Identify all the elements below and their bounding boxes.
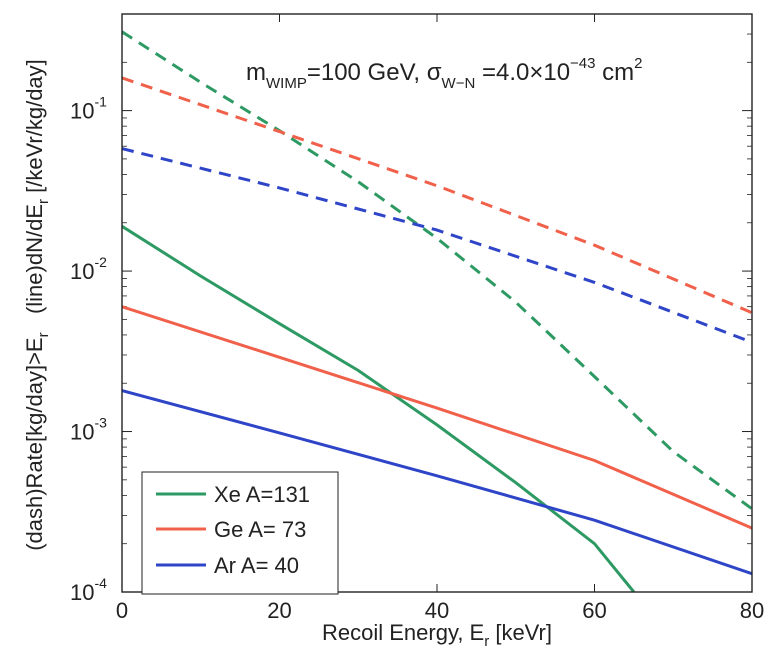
annot-m-sub: WIMP bbox=[266, 75, 307, 92]
annot-m: m bbox=[246, 59, 266, 86]
y-tick-label: 10-4 bbox=[70, 575, 107, 605]
annot-sigma-exp: −43 bbox=[570, 55, 595, 72]
series-ge-dashed-line bbox=[122, 76, 752, 315]
x-tick-label: 80 bbox=[740, 598, 764, 623]
y-axis-title-part-3: [/keVr/kg/day] bbox=[22, 59, 47, 199]
x-tick-label: 0 bbox=[116, 598, 128, 623]
series-layer bbox=[122, 30, 752, 592]
x-axis-title-sub: r bbox=[484, 633, 489, 650]
x-tick-label: 20 bbox=[267, 598, 291, 623]
y-axis-title-part-1: (dash)Rate[kg/day]>E bbox=[22, 337, 47, 550]
series-ge-solid-line bbox=[122, 305, 752, 530]
plot-frame bbox=[121, 13, 753, 593]
x-tick-label: 60 bbox=[582, 598, 606, 623]
legend: Xe A=131 Ge A= 73 Ar A= 40 bbox=[141, 471, 339, 595]
annot-unit-exp: 2 bbox=[634, 55, 642, 72]
x-axis-title: Recoil Energy, Er [keVr] bbox=[322, 620, 552, 650]
y-tick-label: 10-1 bbox=[70, 94, 107, 124]
legend-label-ge: Ge A= 73 bbox=[214, 517, 306, 542]
y-axis-title: (dash)Rate[kg/day]>Er (line)dN/dEr [/keV… bbox=[22, 59, 52, 551]
legend-label-xe: Xe A=131 bbox=[214, 482, 310, 507]
x-axis-title-tail: [keVr] bbox=[489, 620, 552, 645]
x-tick-label: 40 bbox=[425, 598, 449, 623]
legend-box bbox=[141, 471, 339, 595]
y-tick-label: 10-3 bbox=[70, 415, 107, 445]
series-ar-dashed-line bbox=[122, 147, 752, 344]
series-xe-dashed-line bbox=[122, 30, 752, 511]
legend-label-ar: Ar A= 40 bbox=[214, 553, 299, 578]
annot-sigma: σ bbox=[427, 59, 442, 86]
y-tick-label: 10-2 bbox=[70, 254, 107, 284]
annot-sigma-val: =4.0×10 bbox=[475, 59, 570, 86]
annot-sigma-sub: W−N bbox=[442, 75, 476, 92]
parameter-annotation: mWIMP=100 GeV, σW−N =4.0×10−43 cm2 bbox=[246, 55, 643, 92]
annot-m-val: =100 GeV, bbox=[307, 59, 427, 86]
y-axis-title-sub-2: r bbox=[35, 199, 52, 204]
annot-unit: cm bbox=[596, 59, 635, 86]
series-ar-solid-line bbox=[122, 389, 752, 576]
series-xe-solid-line bbox=[122, 225, 636, 592]
axis-ticks: 0 20 40 60 80 10-4 10-3 10-2 10-1 bbox=[70, 14, 764, 623]
y-axis-title-part-2: (line)dN/dE bbox=[22, 204, 47, 332]
y-axis-title-sub-1: r bbox=[35, 332, 52, 337]
x-axis-title-main: Recoil Energy, E bbox=[322, 620, 484, 645]
